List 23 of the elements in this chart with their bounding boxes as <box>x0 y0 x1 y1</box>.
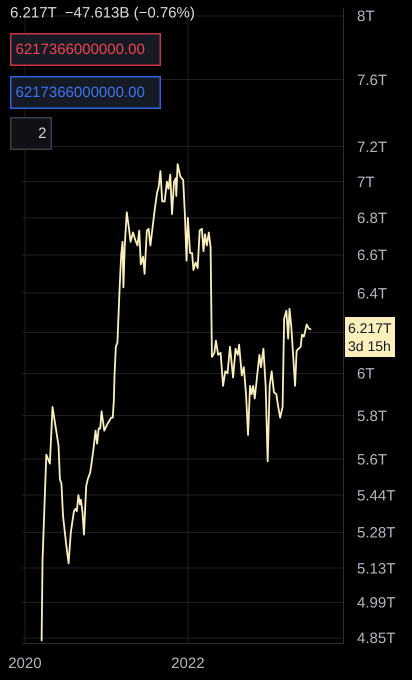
line-series <box>40 163 312 642</box>
y-tick-label: 7T <box>357 174 375 191</box>
text: 6.217T 3d 15h <box>348 320 392 354</box>
annotation: 2 <box>38 125 46 142</box>
y-tick-label: 8T <box>357 8 375 25</box>
chart-title: 6.217T −47.613B (−0.76%) <box>10 4 195 22</box>
y-tick-label: 5.8T <box>357 408 388 425</box>
y-tick-label: 4.99T <box>357 594 396 612</box>
y-tick-label: 6.4T <box>357 285 388 302</box>
y-tick-label: 5.13T <box>357 560 396 578</box>
y-tick-label: 5.28T <box>357 524 396 542</box>
y-tick-label: 7.6T <box>357 72 388 89</box>
y-tick-label: 5.44T <box>357 487 396 504</box>
annotation: 6217366000000.00 <box>16 41 145 58</box>
x-tick-label: 2020 <box>8 655 42 672</box>
y-tick-label: 5.6T <box>357 451 388 468</box>
x-tick-label: 2022 <box>171 655 205 672</box>
y-tick-label: 6T <box>357 366 375 383</box>
y-tick-label: 6.8T <box>357 210 388 228</box>
y-tick-label: 6.6T <box>357 247 388 264</box>
annotation: 6217366000000.00 <box>16 84 145 101</box>
y-tick-label: 7.2T <box>357 138 388 156</box>
y-tick-label: 4.85T <box>357 630 396 648</box>
